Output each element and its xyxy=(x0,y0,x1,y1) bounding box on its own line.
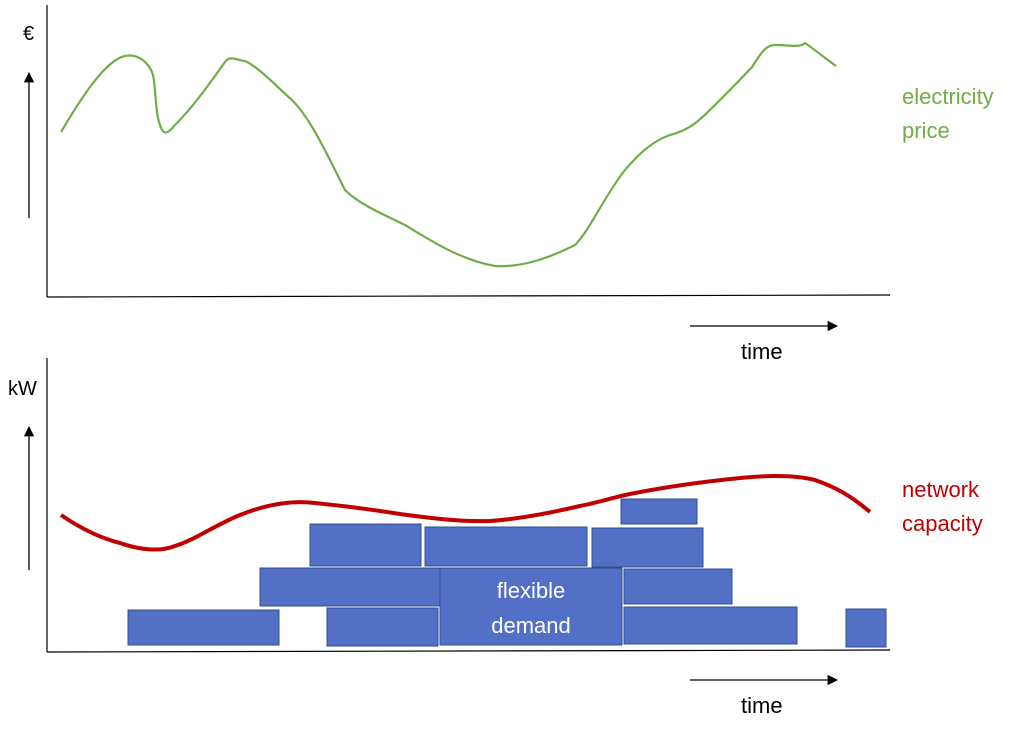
block-label-line2: demand xyxy=(491,613,571,638)
demand-block xyxy=(326,607,439,647)
price-x-axis xyxy=(46,294,891,298)
demand-block xyxy=(127,609,280,646)
demand-block xyxy=(259,567,441,607)
price-series-label-line1: electricity xyxy=(902,84,994,109)
demand-block xyxy=(845,608,887,648)
flexible-demand-blocks xyxy=(127,498,887,648)
capacity-series-label-line1: network xyxy=(902,477,980,502)
capacity-series-label-line2: capacity xyxy=(902,511,983,536)
demand-x-axis xyxy=(46,649,891,653)
block-label-line1: flexible xyxy=(497,578,565,603)
demand-block xyxy=(424,526,588,567)
demand-block-center xyxy=(439,567,623,646)
price-series-label-line2: price xyxy=(902,118,950,143)
demand-block xyxy=(309,523,422,567)
demand-unit-label: kW xyxy=(8,378,37,400)
demand-block xyxy=(620,498,698,525)
price-time-label: time xyxy=(741,339,783,364)
price-unit-label: € xyxy=(23,23,34,45)
capacity-panel: kW flexible demand network capacity time xyxy=(8,358,983,718)
network-capacity-curve xyxy=(59,473,872,552)
demand-time-label: time xyxy=(741,693,783,718)
demand-block xyxy=(591,527,704,568)
price-panel: € electricity price time xyxy=(23,5,994,364)
electricity-price-curve xyxy=(60,41,837,268)
demand-block xyxy=(623,606,798,645)
demand-block xyxy=(623,568,733,605)
